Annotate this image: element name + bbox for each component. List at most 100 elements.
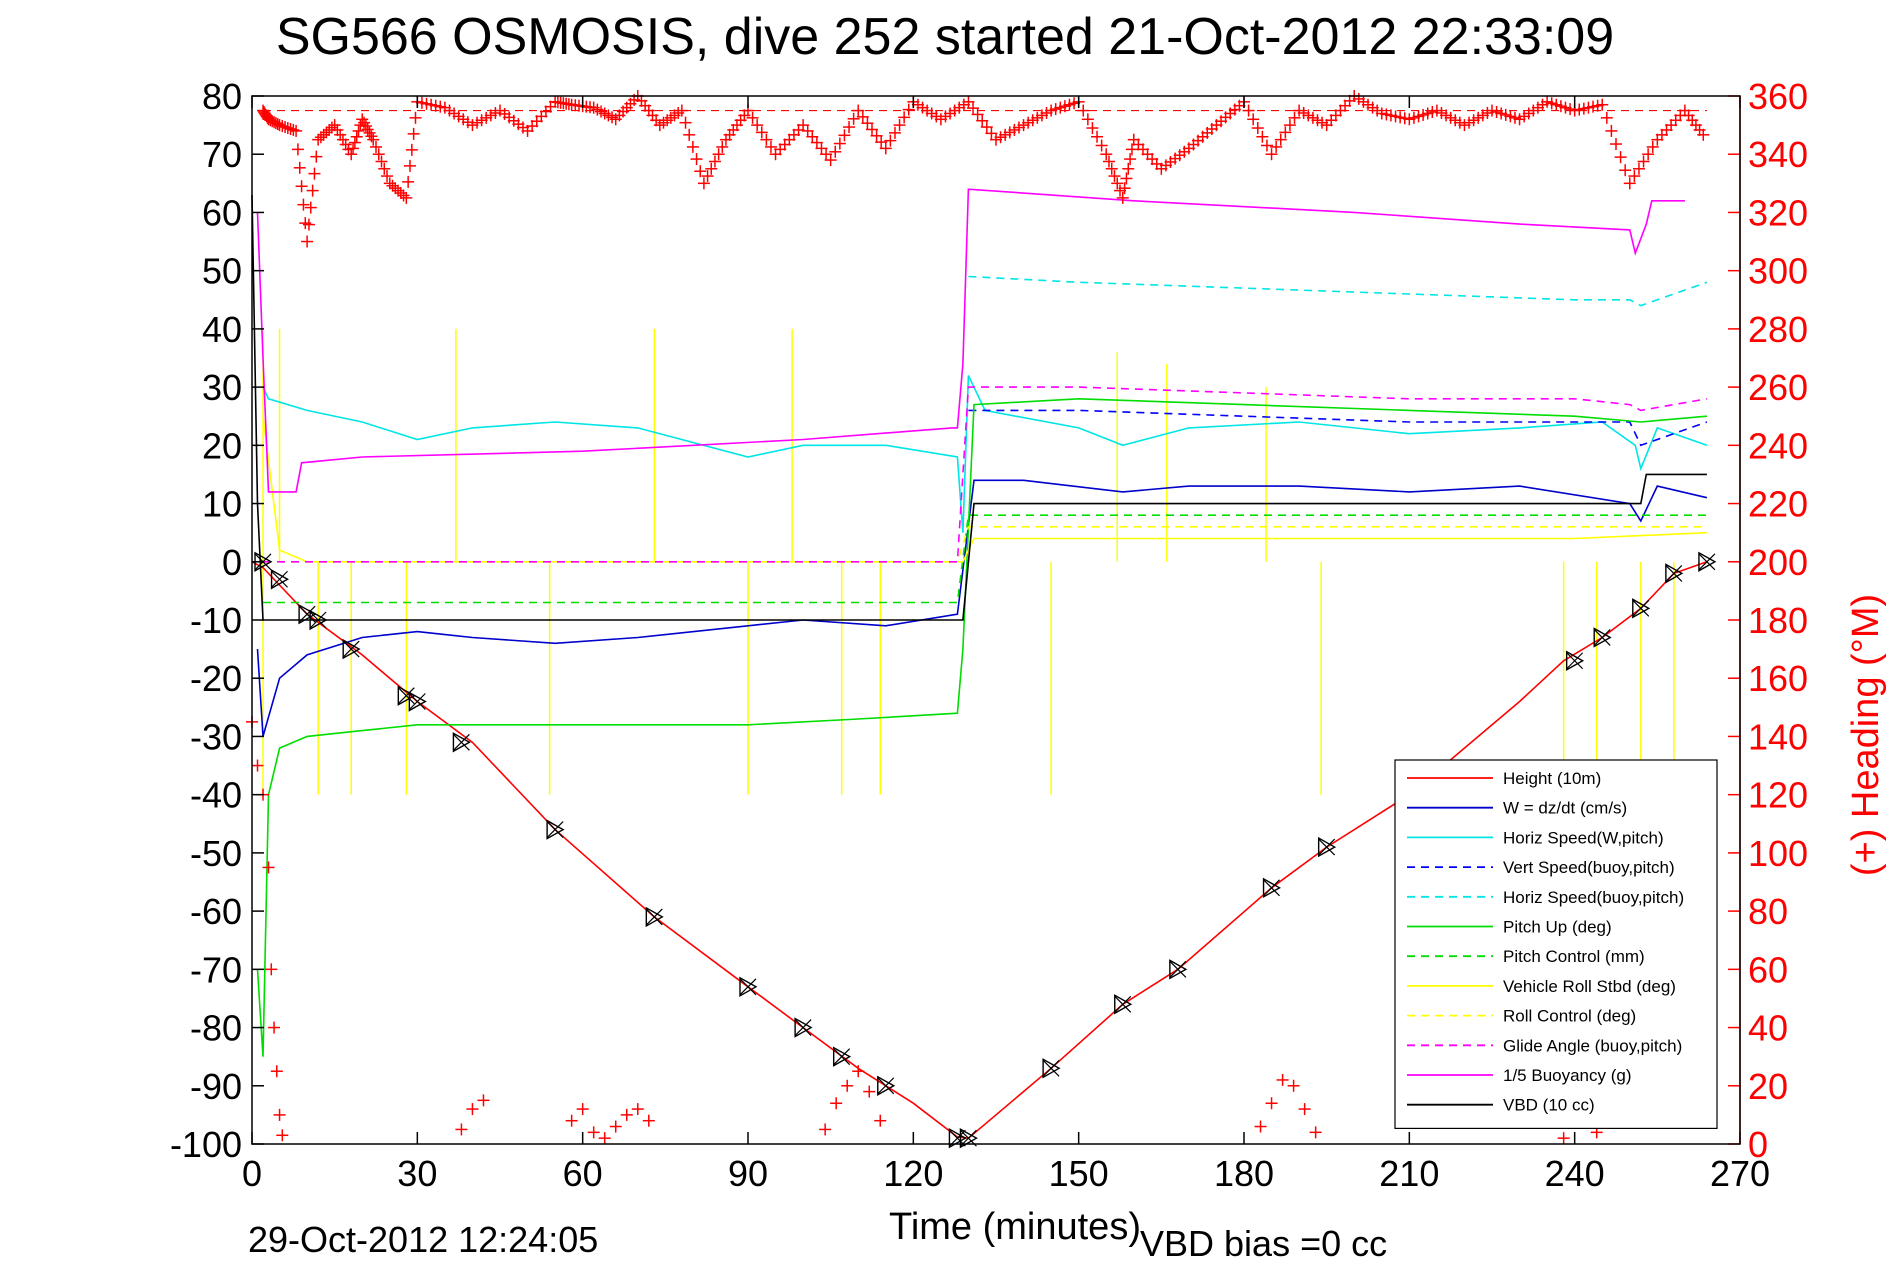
heading-marker — [888, 126, 901, 139]
height-marker-triangle — [1262, 877, 1281, 899]
y-right-tick-label: 80 — [1748, 891, 1788, 932]
height-marker — [1698, 551, 1717, 572]
height-marker — [1169, 959, 1188, 980]
height-marker-triangle — [1593, 627, 1612, 648]
x-tick-label: 90 — [728, 1153, 768, 1194]
height-marker-triangle — [877, 1075, 896, 1096]
heading-marker — [898, 111, 911, 124]
height-marker-x2 — [739, 978, 757, 996]
y-tick-label: 30 — [202, 367, 242, 408]
height-marker — [1042, 1058, 1061, 1079]
heading-marker — [1623, 177, 1636, 190]
x-tick-label: 240 — [1545, 1153, 1605, 1194]
heading-marker — [843, 121, 856, 134]
y-right-tick-label: 240 — [1748, 425, 1808, 466]
heading-marker — [1265, 148, 1278, 161]
heading-marker — [409, 111, 422, 124]
legend-entry-label: Height (10m) — [1503, 769, 1601, 788]
height-marker-x2 — [877, 1077, 895, 1095]
height-marker-triangle — [397, 685, 416, 706]
heading-marker — [1120, 172, 1133, 185]
heading-marker — [290, 124, 303, 137]
plot-series-group — [246, 90, 1717, 1149]
heading-marker — [856, 110, 869, 123]
y-tick-label: -60 — [190, 891, 242, 932]
height-marker-triangle — [1698, 551, 1717, 572]
y-right-tick-label: 0 — [1748, 1124, 1768, 1165]
heading-marker — [334, 128, 347, 141]
height-marker — [1565, 650, 1585, 671]
heading-marker-low — [830, 1097, 843, 1110]
x-tick-label: 150 — [1049, 1153, 1109, 1194]
x-tick-label: 180 — [1214, 1153, 1274, 1194]
heading-marker — [287, 123, 300, 136]
heading-marker — [884, 134, 897, 147]
heading-marker-low — [565, 1114, 578, 1127]
height-marker — [1632, 598, 1651, 619]
heading-marker-low — [1254, 1120, 1267, 1133]
heading-marker — [370, 140, 382, 153]
heading-marker — [402, 175, 415, 188]
heading-marker-low — [841, 1079, 854, 1092]
height-marker-triangle — [1042, 1058, 1061, 1079]
height-marker-x2 — [342, 640, 360, 658]
heading-marker-low — [1276, 1073, 1289, 1086]
heading-marker — [339, 138, 352, 151]
heading-marker — [347, 142, 360, 155]
y-tick-label: -20 — [190, 658, 242, 699]
series-line-1-5-buoyancy-g — [256, 188, 1685, 493]
y-right-tick-label: 340 — [1748, 134, 1808, 175]
series-line-pitch-control-mm — [263, 514, 1707, 604]
series-line-vbd-10-cc — [251, 194, 1707, 621]
heading-marker — [1105, 162, 1118, 175]
heading-marker-low — [642, 1114, 655, 1127]
series-line-horiz-speed-buoy-pitch — [968, 275, 1708, 307]
heading-marker — [1100, 148, 1113, 161]
y-right-tick-label: 220 — [1748, 484, 1808, 525]
heading-marker — [301, 235, 314, 248]
heading-marker — [838, 129, 851, 142]
heading-marker-low — [598, 1132, 611, 1145]
height-marker-triangle — [309, 609, 328, 631]
heading-marker — [1086, 122, 1099, 135]
heading-marker — [861, 117, 874, 130]
heading-marker — [1596, 98, 1609, 111]
y-tick-label: -40 — [190, 775, 242, 816]
heading-marker — [1124, 153, 1137, 166]
heading-marker-low — [262, 861, 275, 874]
y-tick-label: 60 — [202, 192, 242, 233]
heading-marker — [367, 133, 380, 146]
height-marker-x2 — [546, 821, 564, 839]
plot-frame — [251, 95, 1741, 1145]
heading-marker — [392, 184, 405, 197]
heading-marker — [847, 112, 860, 125]
y-tick-label: 20 — [202, 425, 242, 466]
y-tick-label: -10 — [190, 600, 242, 641]
height-marker-triangle — [1565, 650, 1585, 671]
heading-marker-low — [276, 1129, 289, 1142]
legend: Height (10m) W = dz/dt (cm/s) Horiz Speed(… — [1394, 759, 1718, 1129]
y-tick-label: -100 — [170, 1124, 242, 1165]
heading-marker — [824, 154, 837, 167]
series-line-pitch-up-deg — [256, 397, 1707, 1057]
heading-marker — [314, 131, 327, 144]
heading-marker — [679, 116, 692, 129]
heading-marker — [381, 170, 394, 183]
y-right-tick-label: 260 — [1748, 367, 1808, 408]
heading-marker — [866, 123, 878, 136]
heading-marker — [1251, 122, 1264, 135]
heading-marker — [345, 148, 358, 161]
height-marker — [546, 819, 565, 840]
heading-marker — [1091, 130, 1104, 143]
heading-marker — [902, 103, 915, 116]
heading-marker — [985, 127, 998, 140]
y-axis-right-label: (+) Heading (°M) — [1845, 594, 1887, 876]
heading-marker — [293, 161, 306, 174]
heading-marker — [1637, 155, 1650, 168]
height-marker-triangle — [1632, 598, 1651, 619]
heading-marker-low — [874, 1114, 887, 1127]
height-marker-triangle — [1169, 959, 1188, 980]
height-marker-triangle — [1317, 836, 1337, 858]
height-marker — [309, 609, 328, 631]
legend-entry-label: Horiz Speed(W,pitch) — [1503, 828, 1664, 847]
